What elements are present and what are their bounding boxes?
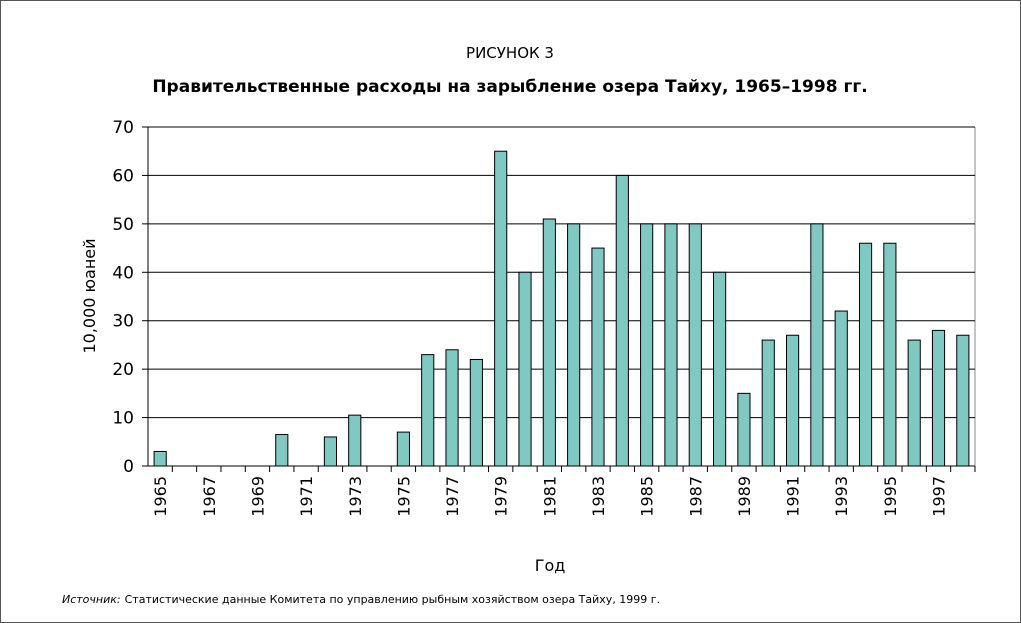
bar (348, 414, 362, 467)
chart-subtitle: Правительственные расходы на зарыбление … (152, 77, 867, 97)
bar (153, 450, 167, 467)
x-axis-label: Год (535, 556, 566, 575)
x-tick-label: 1965 (151, 476, 170, 517)
y-tick-label: 50 (112, 215, 134, 235)
x-tick-label: 1981 (540, 476, 559, 517)
bar (810, 223, 824, 467)
bar (421, 354, 435, 467)
bar (737, 392, 751, 467)
x-tick-label: 1969 (248, 476, 267, 517)
bar (615, 174, 629, 467)
x-tick-label: 1997 (930, 476, 949, 517)
bar (858, 242, 873, 467)
x-tick-label: 1975 (394, 476, 413, 517)
source-text: Статистические данные Комитета по управл… (125, 593, 660, 606)
x-tick-label: 1983 (589, 476, 608, 517)
bar (275, 434, 289, 467)
bar (785, 334, 800, 467)
bar (591, 247, 605, 467)
bar (664, 223, 678, 467)
x-tick-label: 1985 (638, 476, 657, 517)
bar (323, 436, 338, 467)
bar (445, 349, 459, 467)
x-tick-label: 1995 (881, 476, 900, 517)
x-tick-label: 1993 (832, 476, 851, 517)
bar (688, 223, 702, 467)
y-tick-label: 20 (112, 360, 134, 380)
source: Источник: Статистические данные Комитета … (62, 593, 660, 606)
bar (883, 242, 897, 467)
x-tick-label: 1991 (784, 476, 803, 517)
x-tick-label: 1989 (735, 476, 754, 517)
bar (931, 329, 946, 467)
x-tick-label: 1979 (492, 476, 511, 517)
bar (956, 334, 970, 467)
x-tick-label: 1967 (200, 476, 219, 517)
y-tick-label: 40 (112, 263, 134, 283)
bar (713, 271, 727, 467)
y-axis-label: 10,000 юаней (80, 238, 99, 353)
bar (469, 358, 483, 467)
bar (834, 310, 848, 467)
y-tick-label: 70 (112, 118, 134, 138)
bar (567, 223, 581, 467)
x-tick-label: 1971 (297, 476, 316, 517)
x-tick-label: 1977 (443, 476, 462, 517)
y-tick-label: 60 (112, 166, 134, 186)
bar (542, 218, 556, 467)
y-tick-label: 30 (112, 312, 134, 332)
bar (640, 223, 654, 467)
bar (396, 431, 410, 467)
y-tick-label: 10 (112, 409, 134, 429)
x-tick-label: 1987 (686, 476, 705, 517)
y-tick-label: 0 (123, 457, 134, 477)
chart-title: РИСУНОК 3 (466, 44, 554, 62)
x-tick-label: 1973 (346, 476, 365, 517)
bar (907, 339, 921, 467)
bar (518, 271, 532, 467)
bar (761, 339, 775, 467)
bar (494, 150, 508, 467)
source-label: Источник: (62, 593, 121, 606)
